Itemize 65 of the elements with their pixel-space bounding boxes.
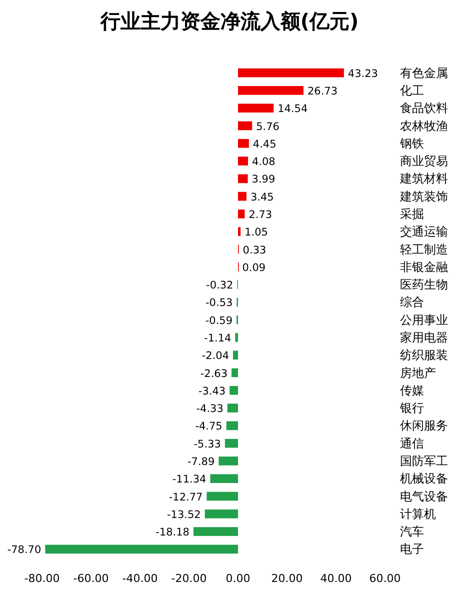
x-tick-label: 20.00 — [271, 572, 303, 585]
y-tick-label: 汽车 — [400, 524, 424, 539]
data-label: 14.54 — [278, 103, 308, 116]
data-label: 4.08 — [252, 156, 276, 168]
data-label: -4.75 — [195, 420, 222, 433]
y-tick-label: 建筑材料 — [399, 172, 448, 186]
data-label: 26.73 — [307, 85, 338, 98]
y-tick-label: 计算机 — [400, 506, 436, 521]
x-tick-label: 60.00 — [369, 572, 401, 585]
data-label: -5.33 — [194, 438, 221, 450]
data-label: -2.04 — [202, 350, 230, 362]
y-tick-label: 电子 — [400, 542, 424, 556]
data-label: -2.63 — [200, 368, 228, 380]
y-tick-label: 钢铁 — [399, 136, 424, 150]
data-label: 5.76 — [256, 120, 280, 133]
x-tick-label: 0.00 — [226, 572, 250, 585]
x-tick-label: -60.00 — [73, 572, 109, 585]
y-tick-label: 电气设备 — [400, 489, 448, 504]
data-label: 2.73 — [248, 208, 272, 221]
x-tick-label: -20.00 — [171, 572, 207, 585]
x-tick-label: -80.00 — [24, 572, 60, 585]
data-label: 0.33 — [242, 244, 266, 256]
y-tick-label: 医药生物 — [400, 278, 448, 292]
y-tick-label: 公用事业 — [400, 312, 448, 327]
y-tick-label: 银行 — [399, 401, 424, 416]
data-label: -78.70 — [7, 544, 42, 556]
data-label: -11.34 — [172, 474, 207, 486]
data-label: -3.43 — [198, 385, 226, 398]
data-label: -0.53 — [206, 297, 233, 310]
y-tick-label: 食品饮料 — [400, 101, 448, 116]
y-tick-label: 农林牧渔 — [400, 118, 448, 133]
data-label: -18.18 — [156, 526, 190, 539]
y-tick-label: 国防军工 — [400, 454, 448, 468]
x-tick-label: -40.00 — [122, 572, 158, 585]
chart-title: 行业主力资金净流入额(亿元) — [99, 9, 359, 33]
data-label: 1.05 — [244, 226, 268, 239]
data-label: -7.89 — [188, 456, 215, 468]
y-tick-label: 非银金融 — [400, 260, 448, 274]
y-tick-label: 机械设备 — [400, 472, 448, 486]
data-label: -1.14 — [204, 332, 232, 344]
data-label: -4.33 — [196, 403, 224, 416]
y-tick-label: 采掘 — [400, 206, 424, 221]
y-tick-label: 纺织服装 — [400, 348, 448, 362]
y-tick-label: 化工 — [400, 83, 424, 98]
data-label: 0.09 — [242, 262, 266, 274]
y-tick-label: 休闲服务 — [400, 418, 448, 433]
y-tick-label: 轻工制造 — [400, 242, 448, 256]
y-tick-label: 传媒 — [400, 383, 424, 398]
data-label: -0.59 — [205, 314, 233, 327]
y-tick-label: 交通运输 — [400, 224, 448, 239]
data-label: 4.45 — [252, 138, 276, 150]
y-tick-label: 有色金属 — [400, 66, 448, 80]
data-label: -13.52 — [167, 508, 201, 521]
y-tick-label: 建筑装饰 — [399, 189, 448, 204]
data-label: 3.99 — [252, 174, 276, 186]
data-label: 3.45 — [250, 191, 274, 204]
data-label: -0.32 — [206, 280, 234, 292]
y-tick-label: 通信 — [400, 436, 424, 450]
y-tick-label: 商业贸易 — [400, 154, 448, 168]
data-label: -12.77 — [168, 491, 203, 504]
y-tick-label: 房地产 — [400, 366, 436, 380]
y-tick-label: 家用电器 — [400, 330, 448, 344]
x-tick-label: 40.00 — [320, 572, 352, 585]
data-label: 43.23 — [348, 68, 378, 80]
y-tick-label: 综合 — [400, 295, 424, 310]
